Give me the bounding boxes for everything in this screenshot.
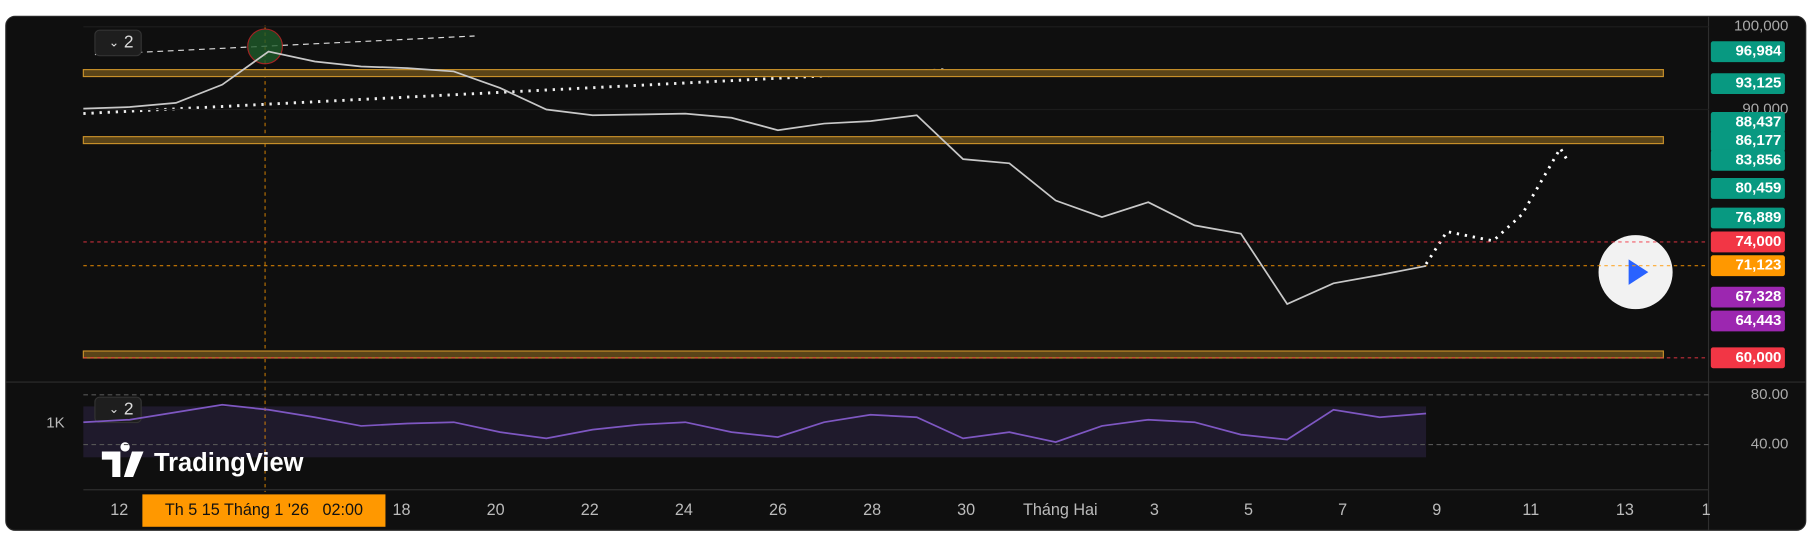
price-tag xyxy=(1710,41,1785,63)
price-tag-label: 64,443 xyxy=(1735,312,1781,329)
x-tick-label: 5 xyxy=(1244,501,1253,519)
volume-label: 1K xyxy=(46,415,64,432)
rsi-line xyxy=(83,403,1427,444)
rsi-band xyxy=(83,406,1427,458)
price-tag-label: 86,177 xyxy=(1735,132,1781,149)
x-tick-label: 11 xyxy=(1522,501,1539,519)
price-tag xyxy=(1710,347,1785,369)
x-tick-label: 24 xyxy=(675,501,693,519)
price-tag xyxy=(1710,73,1785,95)
price-tag-label: 67,328 xyxy=(1735,288,1781,305)
zone xyxy=(82,136,1664,145)
x-tick-label: 28 xyxy=(863,501,881,519)
price-tag-label: 93,125 xyxy=(1735,75,1781,92)
x-tick-label: 20 xyxy=(487,501,505,519)
zone xyxy=(82,350,1664,359)
price-tag xyxy=(1710,231,1785,253)
x-tick-label: 22 xyxy=(581,501,599,519)
marker xyxy=(247,28,284,65)
x-tick-label: 26 xyxy=(769,501,787,519)
price-tag-label: 80,459 xyxy=(1735,179,1781,196)
crosshair-label: Th 5 15 Tháng 1 '26 02:00 xyxy=(165,501,363,519)
x-tick-label: 18 xyxy=(393,501,411,519)
rsi-tick-label: 40.00 xyxy=(1751,436,1789,453)
x-tick-label: 9 xyxy=(1432,501,1441,519)
x-tick-label: 3 xyxy=(1150,501,1159,519)
price-tag-label: 74,000 xyxy=(1735,233,1781,250)
x-tick-label: 7 xyxy=(1338,501,1347,519)
collapse-count: 2 xyxy=(124,32,134,52)
price-tag xyxy=(1710,286,1785,308)
price-tag-label: 76,889 xyxy=(1735,209,1781,226)
price-tag xyxy=(1710,112,1785,133)
price-tag xyxy=(1710,207,1785,229)
price-tag xyxy=(1710,310,1785,332)
price-tag-label: 88,437 xyxy=(1735,113,1781,130)
price-tag-label: 60,000 xyxy=(1735,349,1781,366)
zone xyxy=(82,69,1664,78)
y-tick-label: 100,000 xyxy=(1734,18,1788,35)
price-tag xyxy=(1710,130,1785,152)
price-tag xyxy=(1710,255,1785,277)
x-tick-label: Tháng Hai xyxy=(1023,501,1098,519)
x-tick-label: 30 xyxy=(957,501,975,519)
collapse-button[interactable] xyxy=(94,396,142,424)
brand: TradingView xyxy=(154,449,304,477)
price-line xyxy=(83,50,1427,306)
price-tag-label: 71,123 xyxy=(1735,257,1781,274)
crosshair-label-bg xyxy=(142,494,386,527)
price-tag-label: 83,856 xyxy=(1735,151,1781,168)
x-tick-label: 12 xyxy=(110,501,128,519)
collapse-count: 2 xyxy=(124,398,134,418)
price-tag xyxy=(1710,149,1785,171)
chevron: ⌄ xyxy=(109,401,120,416)
price-tag xyxy=(1710,178,1785,199)
chart-panel xyxy=(5,15,1807,531)
trend-line xyxy=(94,35,475,56)
chevron: ⌄ xyxy=(109,34,120,49)
projection xyxy=(1424,145,1570,265)
rsi-tick-label: 80.00 xyxy=(1751,386,1789,403)
x-tick-label: 13 xyxy=(1616,501,1634,519)
collapse-button[interactable] xyxy=(94,29,142,57)
x-tick-label: 1 xyxy=(1702,501,1711,519)
price-tag-label: 96,984 xyxy=(1735,43,1782,60)
